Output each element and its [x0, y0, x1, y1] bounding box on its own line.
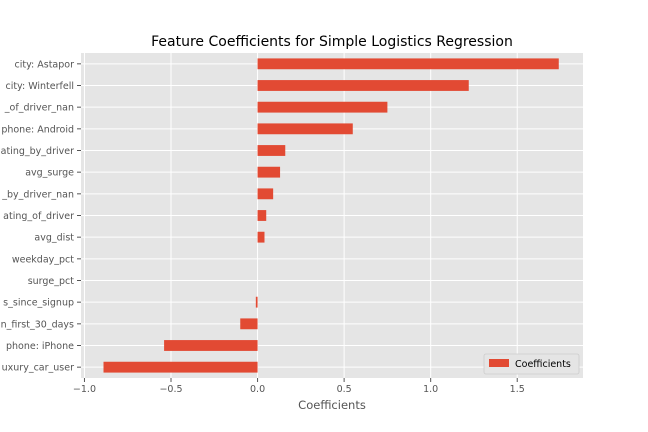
- x-tick-label: 0.0: [250, 384, 265, 395]
- bar: [257, 101, 388, 113]
- bar: [257, 231, 265, 243]
- bar: [257, 210, 267, 221]
- y-tick-label: _by_driver_nan: [1, 189, 74, 200]
- y-tick-label: _of_driver_nan: [4, 103, 74, 114]
- y-tick-label: n_first_30_days: [1, 319, 74, 330]
- bar: [103, 361, 258, 373]
- y-tick-label: city: Astapor: [15, 59, 75, 70]
- bar: [257, 58, 559, 70]
- y-tick-label: avg_dist: [34, 233, 74, 244]
- legend-swatch: [489, 359, 509, 367]
- y-tick-label: avg_surge: [25, 168, 74, 179]
- bar: [257, 123, 353, 135]
- y-tick-label: city: Winterfell: [5, 81, 74, 92]
- y-tick-label: surge_pct: [28, 276, 75, 287]
- y-tick-label: weekday_pct: [12, 254, 74, 265]
- x-tick-label: −1.0: [73, 384, 96, 395]
- y-axis: city: Astapor city: Winterfell _of_driver_…: [1, 59, 81, 374]
- x-tick-label: 1.5: [510, 384, 525, 395]
- x-tick-label: 1.0: [423, 384, 438, 395]
- x-axis-label: Coefficients: [298, 398, 366, 412]
- bar: [257, 166, 281, 178]
- bar: [240, 318, 258, 330]
- y-tick-label: phone: iPhone: [6, 341, 74, 352]
- bar: [257, 188, 274, 200]
- y-tick-label: ating_of_driver: [3, 211, 74, 222]
- x-tick-label: 0.5: [337, 384, 352, 395]
- bar: [257, 145, 286, 156]
- y-tick-label: s_since_signup: [3, 298, 74, 309]
- x-tick-label: −0.5: [159, 384, 182, 395]
- legend: Coefficients: [483, 353, 580, 375]
- chart-title: Feature Coefficients for Simple Logistic…: [151, 34, 513, 50]
- bar: [257, 80, 469, 91]
- x-axis: −1.0 −0.5 0.0 0.5 1.0 1.5: [73, 378, 525, 395]
- y-tick-label: uxury_car_user: [2, 363, 74, 374]
- bar: [255, 296, 258, 308]
- bars: [103, 58, 559, 373]
- y-tick-label: phone: Android: [1, 124, 74, 135]
- legend-label: Coefficients: [515, 359, 571, 370]
- bar: [164, 340, 258, 351]
- y-tick-label: ating_by_driver: [1, 146, 74, 157]
